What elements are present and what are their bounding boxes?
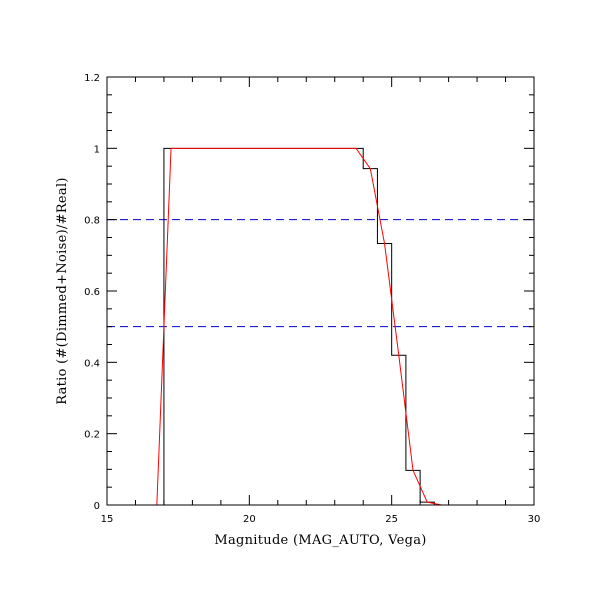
x-tick-label: 15 bbox=[101, 514, 114, 525]
x-tick-label: 25 bbox=[385, 514, 398, 525]
x-axis-title: Magnitude (MAG_AUTO, Vega) bbox=[214, 533, 426, 548]
y-tick-label: 0.4 bbox=[84, 358, 100, 369]
y-tick-label: 1 bbox=[94, 144, 100, 155]
x-tick-label: 30 bbox=[528, 514, 541, 525]
plot-frame bbox=[106, 76, 535, 506]
y-tick-label: 0 bbox=[94, 501, 100, 512]
y-tick-label: 0.6 bbox=[84, 287, 100, 298]
y-axis-title: Ratio (#(Dimmed+Noise)/#Real) bbox=[55, 177, 70, 405]
y-tick-label: 1.2 bbox=[84, 73, 100, 84]
reference-lines bbox=[107, 219, 534, 328]
y-tick-label: 0.8 bbox=[84, 216, 100, 227]
x-tick-label: 20 bbox=[243, 514, 256, 525]
tick-labels: 15 20 25 30 0 0.2 0.4 0.6 0.8 1 1.2 bbox=[84, 73, 540, 525]
y-tick-label: 0.2 bbox=[84, 430, 100, 441]
